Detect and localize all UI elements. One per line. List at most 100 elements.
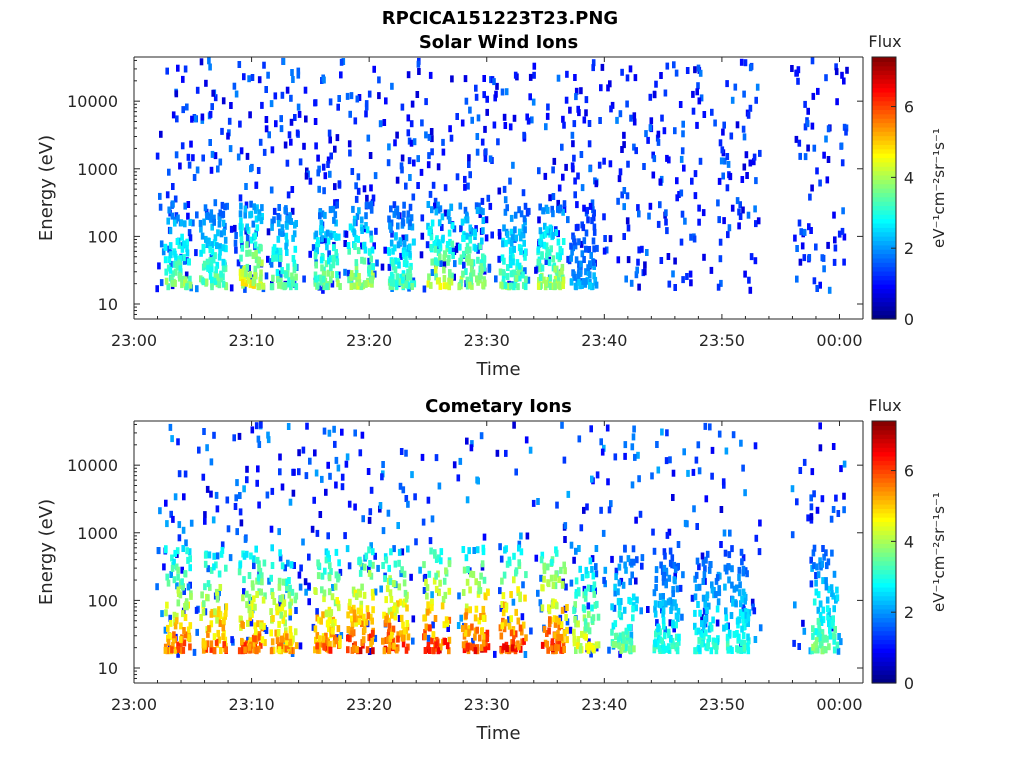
heatmap-cell-789 (294, 642, 299, 650)
heatmap-cell-1374 (550, 644, 554, 652)
heatmap-cell-50 (700, 552, 705, 560)
colorbar-segment (872, 209, 896, 215)
heatmap-cell-425 (699, 94, 704, 102)
heatmap-cell-274 (716, 598, 721, 606)
heatmap-cell-481 (739, 439, 743, 447)
heatmap-cell-48 (340, 483, 345, 491)
heatmap-cell-1350 (387, 215, 391, 223)
heatmap-cell-1360 (410, 283, 414, 290)
heatmap-cell-1051 (253, 265, 258, 273)
heatmap-cell-738 (564, 163, 568, 171)
heatmap-cell-402 (606, 84, 610, 92)
heatmap-cell-1082 (390, 611, 394, 619)
heatmap-cell-1753 (746, 642, 750, 650)
y-tick-label: 1000 (77, 524, 118, 543)
colorbar-segment (872, 113, 896, 119)
heatmap-cell-1892 (832, 605, 836, 613)
heatmap-cell-86 (634, 271, 639, 279)
heatmap-cell-1487 (446, 258, 450, 266)
heatmap-cell-980 (214, 266, 218, 274)
heatmap-cell-1354 (563, 567, 567, 575)
heatmap-cell-556 (208, 139, 212, 146)
heatmap-cell-788 (695, 121, 699, 129)
heatmap-cell-1563 (659, 561, 663, 569)
heatmap-cell-626 (206, 630, 210, 638)
heatmap-cell-567 (427, 133, 432, 141)
heatmap-cell-131 (301, 446, 306, 454)
heatmap-cell-1492 (434, 258, 438, 266)
heatmap-cell-286 (499, 555, 504, 563)
heatmap-cell-221 (356, 173, 361, 181)
heatmap-cell-287 (637, 246, 641, 254)
heatmap-cell-22 (555, 501, 559, 509)
heatmap-cell-1453 (574, 647, 578, 654)
heatmap-cell-1410 (389, 239, 394, 247)
heatmap-cell-1609 (658, 593, 663, 601)
heatmap-cell-582 (637, 210, 641, 218)
heatmap-cell-768 (733, 83, 738, 91)
heatmap-cell-925 (163, 256, 168, 264)
heatmap-cell-678 (476, 246, 480, 254)
heatmap-cell-251 (681, 120, 685, 128)
heatmap-cell-869 (188, 275, 192, 283)
heatmap-cell-265 (283, 141, 288, 149)
heatmap-cell-1881 (835, 641, 840, 649)
heatmap-cell-227 (628, 65, 633, 73)
heatmap-cell-864 (337, 604, 341, 612)
heatmap-cell-1660 (516, 283, 520, 291)
heatmap-cell-1800 (740, 612, 745, 620)
heatmap-cell-1636 (502, 257, 506, 265)
heatmap-cell-153 (336, 464, 341, 472)
colorbar-segment (872, 442, 896, 448)
heatmap-cell-522 (186, 634, 191, 642)
heatmap-cell-259 (296, 103, 301, 111)
heatmap-cell-743 (463, 206, 468, 214)
colorbar-segment (872, 486, 896, 492)
heatmap-cell-635 (171, 111, 176, 119)
heatmap-cell-1088 (245, 263, 250, 271)
heatmap-cell-733 (248, 614, 252, 622)
heatmap-cell-551 (185, 547, 189, 555)
heatmap-cell-1233 (322, 283, 326, 291)
heatmap-cell-1367 (409, 214, 414, 222)
heatmap-cell-1582 (465, 216, 470, 224)
heatmap-cell-1649 (516, 268, 521, 276)
heatmap-cell-1375 (542, 575, 546, 583)
heatmap-cell-1535 (627, 645, 632, 653)
heatmap-cell-188 (796, 77, 800, 85)
heatmap-cell-1157 (291, 234, 295, 242)
heatmap-cell-109 (344, 460, 349, 468)
heatmap-cell-1801 (580, 282, 584, 289)
heatmap-cell-47 (651, 528, 655, 536)
heatmap-cell-1170 (288, 212, 292, 220)
heatmap-cell-532 (428, 190, 433, 198)
heatmap-cell-599 (616, 256, 621, 264)
heatmap-cell-754 (249, 552, 253, 560)
heatmap-cell-1767 (724, 607, 728, 615)
heatmap-cell-134 (242, 485, 246, 493)
heatmap-cell-1554 (458, 243, 462, 251)
heatmap-cell-1107 (286, 263, 290, 271)
heatmap-cell-1126 (445, 619, 450, 627)
heatmap-cell-1719 (714, 638, 718, 646)
heatmap-cell-60 (636, 451, 640, 459)
heatmap-cell-286 (635, 266, 639, 274)
heatmap-cell-1202 (332, 216, 336, 224)
heatmap-cell-278 (452, 225, 457, 233)
heatmap-cell-294 (714, 577, 719, 585)
heatmap-cell-1831 (584, 245, 588, 253)
heatmap-cell-386 (339, 71, 343, 79)
heatmap-cell-962 (359, 600, 364, 608)
heatmap-cell-1756 (551, 210, 555, 218)
heatmap-cell-474 (563, 522, 568, 530)
heatmap-cell-1062 (397, 559, 401, 567)
heatmap-cell-50 (453, 260, 457, 268)
heatmap-cell-1465 (450, 240, 455, 248)
heatmap-cell-1017 (401, 621, 405, 629)
heatmap-cell-863 (166, 217, 170, 225)
heatmap-cell-1357 (547, 620, 552, 628)
heatmap-cell-1600 (506, 264, 510, 271)
heatmap-cell-1430 (450, 272, 454, 280)
heatmap-cell-1875 (817, 631, 821, 639)
heatmap-cell-1258 (314, 275, 318, 283)
